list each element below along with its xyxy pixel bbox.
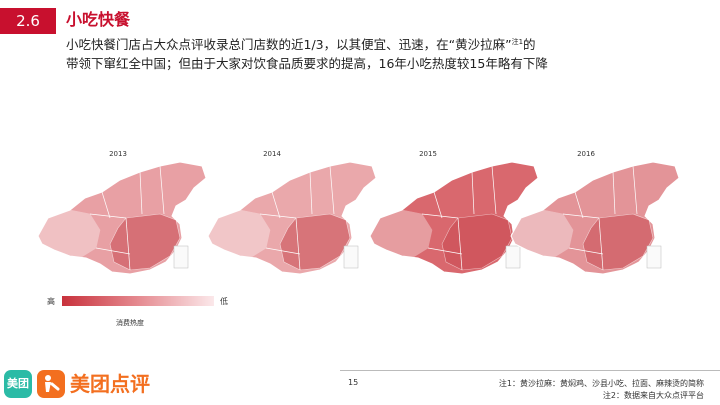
- footnote-2: 注2：数据来自大众点评平台: [602, 391, 704, 400]
- china-heat-map: [369, 161, 539, 275]
- province-border: [562, 213, 600, 219]
- south-china-sea-inset: [646, 245, 662, 269]
- china-heat-map: [37, 161, 207, 275]
- description-line2: 带领下窜红全中国；但由于大家对饮食品质要求的提高，16年小吃热度较15年略有下降: [66, 56, 548, 72]
- map-region-west: [207, 209, 271, 259]
- meituan-logo-icon: 美团: [4, 370, 32, 398]
- south-china-sea-inset: [343, 245, 359, 269]
- province-border: [491, 165, 497, 215]
- province-border: [101, 191, 111, 219]
- province-border: [265, 247, 301, 255]
- map-region-west: [369, 209, 433, 259]
- footer-divider: [340, 370, 720, 371]
- china-heat-map: [207, 161, 377, 275]
- description-line1: 小吃快餐门店占大众点评收录总门店数的近1/3，以其便宜、迅速，在“黄沙拉麻”注1…: [66, 37, 536, 53]
- footnote-ref: 注1: [511, 38, 524, 46]
- province-border: [271, 191, 281, 219]
- province-border: [632, 165, 638, 215]
- description: 小吃快餐门店占大众点评收录总门店数的近1/3，以其便宜、迅速，在“黄沙拉麻”注1…: [66, 33, 706, 73]
- map-region-east: [441, 213, 513, 271]
- province-border: [427, 247, 463, 255]
- province-border: [295, 217, 301, 271]
- south-china-sea-inset: [173, 245, 189, 269]
- map-year-label: 2014: [263, 150, 281, 158]
- province-border: [159, 165, 165, 215]
- map-year-label: 2013: [109, 150, 127, 158]
- footnote-1: 注1：黄沙拉麻：黄焖鸡、沙县小吃、拉面、麻辣烫的简称: [498, 379, 704, 388]
- province-border: [574, 191, 584, 219]
- province-border: [612, 171, 616, 215]
- map-region-east: [279, 213, 351, 271]
- brand-logo-text: 美团点评: [70, 372, 150, 396]
- map-region-east: [109, 213, 181, 271]
- province-border: [139, 171, 143, 215]
- province-border: [309, 171, 313, 215]
- dianping-logo-icon: [37, 370, 65, 398]
- map-region-east: [582, 213, 654, 271]
- province-border: [95, 247, 131, 255]
- map-year-label: 2015: [419, 150, 437, 158]
- page-number: 15: [348, 378, 359, 387]
- map-region-west: [37, 209, 101, 259]
- china-heat-map: [510, 161, 680, 275]
- province-border: [125, 217, 131, 271]
- province-border: [89, 213, 127, 219]
- province-border: [471, 171, 475, 215]
- legend-gradient-bar: [62, 296, 214, 306]
- section-title: 小吃快餐: [66, 10, 131, 29]
- legend-high-label: 高: [47, 297, 55, 306]
- legend-caption: 消费热度: [116, 319, 144, 327]
- province-border: [568, 247, 604, 255]
- province-border: [598, 217, 604, 271]
- map-year-label: 2016: [577, 150, 595, 158]
- south-china-sea-inset: [505, 245, 521, 269]
- province-border: [329, 165, 335, 215]
- province-border: [457, 217, 463, 271]
- province-border: [259, 213, 297, 219]
- map-region-west: [510, 209, 574, 259]
- legend-low-label: 低: [220, 297, 228, 306]
- province-border: [421, 213, 459, 219]
- section-number: 2.6: [0, 8, 56, 34]
- province-border: [433, 191, 443, 219]
